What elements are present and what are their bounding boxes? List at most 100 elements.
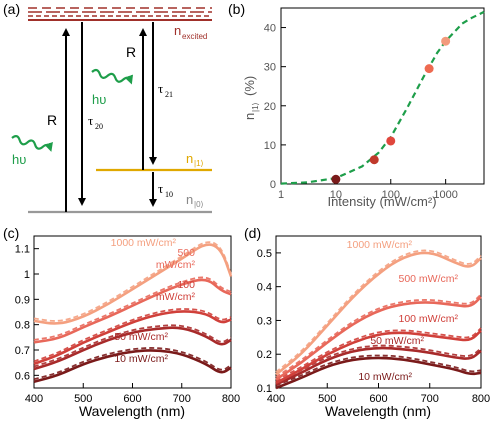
panel-c-series-fit-line	[33, 347, 232, 381]
panel-b-frame	[280, 7, 485, 185]
panel-label-a: (a)	[3, 1, 20, 17]
excited-level-subscript: excited	[182, 32, 207, 41]
panel-b-ytick-label: 0	[270, 179, 276, 191]
panel-d-series-label: 500 mW/cm²	[398, 273, 458, 285]
panel-c-xtick-label: 500	[74, 393, 92, 405]
label-R-left: R	[47, 112, 57, 128]
panel-d-ytick-label: 0.2	[257, 349, 272, 361]
panel-c-series-fit-line	[33, 241, 232, 322]
panel-c-series-label: 50 mW/cm²	[114, 331, 168, 343]
panel-c-series-line	[33, 326, 232, 371]
panel-d-ytick-label: 0.1	[257, 383, 272, 395]
panel-d-series-line	[275, 295, 482, 381]
panel-b-data-point	[441, 36, 451, 46]
label-tau21: τ	[158, 81, 163, 96]
panel-d-ytick-label: 0.5	[257, 248, 272, 260]
panel-c-series-label: 500 mW/cm²	[156, 247, 196, 271]
panel-c-series-line	[33, 243, 233, 325]
panel-b-ytick-label: 10	[264, 140, 276, 152]
panel-d-xtick-label: 600	[369, 393, 387, 405]
panel-d-series-label: 50 mW/cm²	[370, 335, 424, 347]
panel-b-xtick-label: 10	[330, 189, 342, 201]
panel-d-series-fit-line	[275, 354, 482, 387]
panel-d-ytick-label: 0.3	[257, 315, 272, 327]
panel-c-series-label: 1000 mW/cm²	[111, 237, 177, 249]
label-tau10-sub: 10	[165, 190, 173, 199]
panel-b-xlabel: Intensity (mW/cm²)	[327, 194, 436, 209]
panel-d-ytick-label: 0.4	[257, 282, 272, 294]
panel-b-xtick-label: 1000	[433, 189, 457, 201]
panel-c-series-line	[33, 310, 232, 366]
panel-b-ylabel: n |1⟩ (%)	[242, 76, 260, 120]
panel-b-ytick-label: 20	[264, 101, 276, 113]
panel-b-data-point	[386, 136, 396, 146]
panel-c-xtick-label: 600	[123, 393, 141, 405]
panel-d-series-label: 1000 mW/cm²	[347, 239, 413, 251]
panel-b-ylabel-unit: (%)	[242, 76, 257, 96]
panel-b-ylabel-n: n	[242, 113, 257, 120]
panel-c-series-label: 10 mW/cm²	[114, 353, 168, 365]
label-tau21-sub: 21	[165, 90, 173, 99]
panel-b-data-point	[331, 174, 341, 184]
panel-c-xlabel: Wavelength (nm)	[79, 403, 185, 419]
panel-c-series-label: 100 mW/cm²	[156, 279, 196, 303]
panel-d-series-fit-line	[275, 293, 482, 378]
panel-d-xtick-label: 500	[318, 393, 336, 405]
level-1-label: n	[186, 151, 193, 166]
panel-d-series-line	[275, 346, 482, 386]
panel-d-series-line	[275, 251, 482, 376]
panel-c-xtick-label: 800	[222, 393, 240, 405]
panel-d-chart: (d) 400 500 600 700 800 0.1 0.2 0.3 0.4 0.5 10 mW…	[244, 225, 490, 419]
excited-level	[28, 7, 212, 21]
excited-level-label: n	[174, 23, 181, 38]
panel-d-series-line	[275, 329, 482, 385]
panel-d-xtick-label: 400	[267, 393, 285, 405]
panel-b-data-point	[369, 155, 379, 165]
panel-d-series-line	[275, 356, 482, 390]
panel-d-series-label: 100 mW/cm²	[398, 313, 458, 325]
panel-c-xtick-label: 700	[173, 393, 191, 405]
level-0-label: n	[186, 192, 193, 207]
panel-c-ytick-label: 1.1	[15, 244, 30, 256]
panel-c-ytick-label: 0.6	[15, 370, 30, 382]
panel-a-energy-diagram: (a) n excited n |1⟩ n |0⟩ R τ 20 R τ 21	[3, 1, 212, 214]
label-tau20-sub: 20	[95, 122, 103, 131]
panel-label-b: (b)	[228, 1, 245, 17]
photon-wave-icon-right	[91, 68, 134, 85]
panel-b-data-point	[424, 64, 434, 74]
panel-d-xtick-label: 800	[472, 393, 490, 405]
panel-d-xlabel: Wavelength (nm)	[325, 403, 431, 419]
panel-c-xtick-label: 400	[25, 393, 43, 405]
label-tau20: τ	[88, 113, 93, 128]
panel-c-chart: (c) 400 500 600 700 800 0.6 0.7 0.8 0.9 1 1.1 10 m…	[3, 225, 240, 419]
level-0-subscript: |0⟩	[194, 200, 204, 209]
panel-c-series-fit-line	[33, 324, 232, 368]
panel-d-series-fit-line	[275, 327, 482, 382]
panel-label-c: (c)	[3, 225, 19, 241]
panel-b-xtick-label: 100	[382, 189, 400, 201]
panel-c-ytick-label: 0.9	[15, 294, 30, 306]
panel-b-ylabel-sub: |1⟩	[251, 102, 260, 112]
panel-label-d: (d)	[244, 225, 261, 241]
panel-d-xtick-label: 700	[421, 393, 439, 405]
panel-b-ytick-label: 30	[264, 62, 276, 74]
panel-c-ytick-label: 1	[24, 269, 30, 281]
panel-c-series-line	[33, 349, 232, 383]
panel-c-series-fit-line	[33, 276, 232, 341]
panel-c-ytick-label: 0.7	[15, 345, 30, 357]
panel-b-fit-line	[280, 10, 485, 185]
photon-label-right: hυ	[92, 92, 106, 107]
panel-d-series-label: 10 mW/cm²	[358, 371, 412, 383]
panel-b-xtick-label: 1	[278, 189, 284, 201]
label-R-right: R	[126, 44, 136, 60]
photon-label-left: hυ	[12, 152, 26, 167]
photon-wave-icon-left	[11, 135, 53, 152]
panel-b-chart: (b) 1 10 100 1000 0 10 20 30 40 Intensity (mW/cm…	[228, 1, 485, 209]
level-1-subscript: |1⟩	[194, 159, 204, 168]
panel-b-ytick-label: 40	[264, 23, 276, 35]
panel-c-series-line	[33, 278, 232, 344]
panel-d-series-fit-line	[275, 249, 482, 373]
panel-c-series-fit-line	[33, 308, 232, 363]
panel-c-ytick-label: 0.8	[15, 320, 30, 332]
